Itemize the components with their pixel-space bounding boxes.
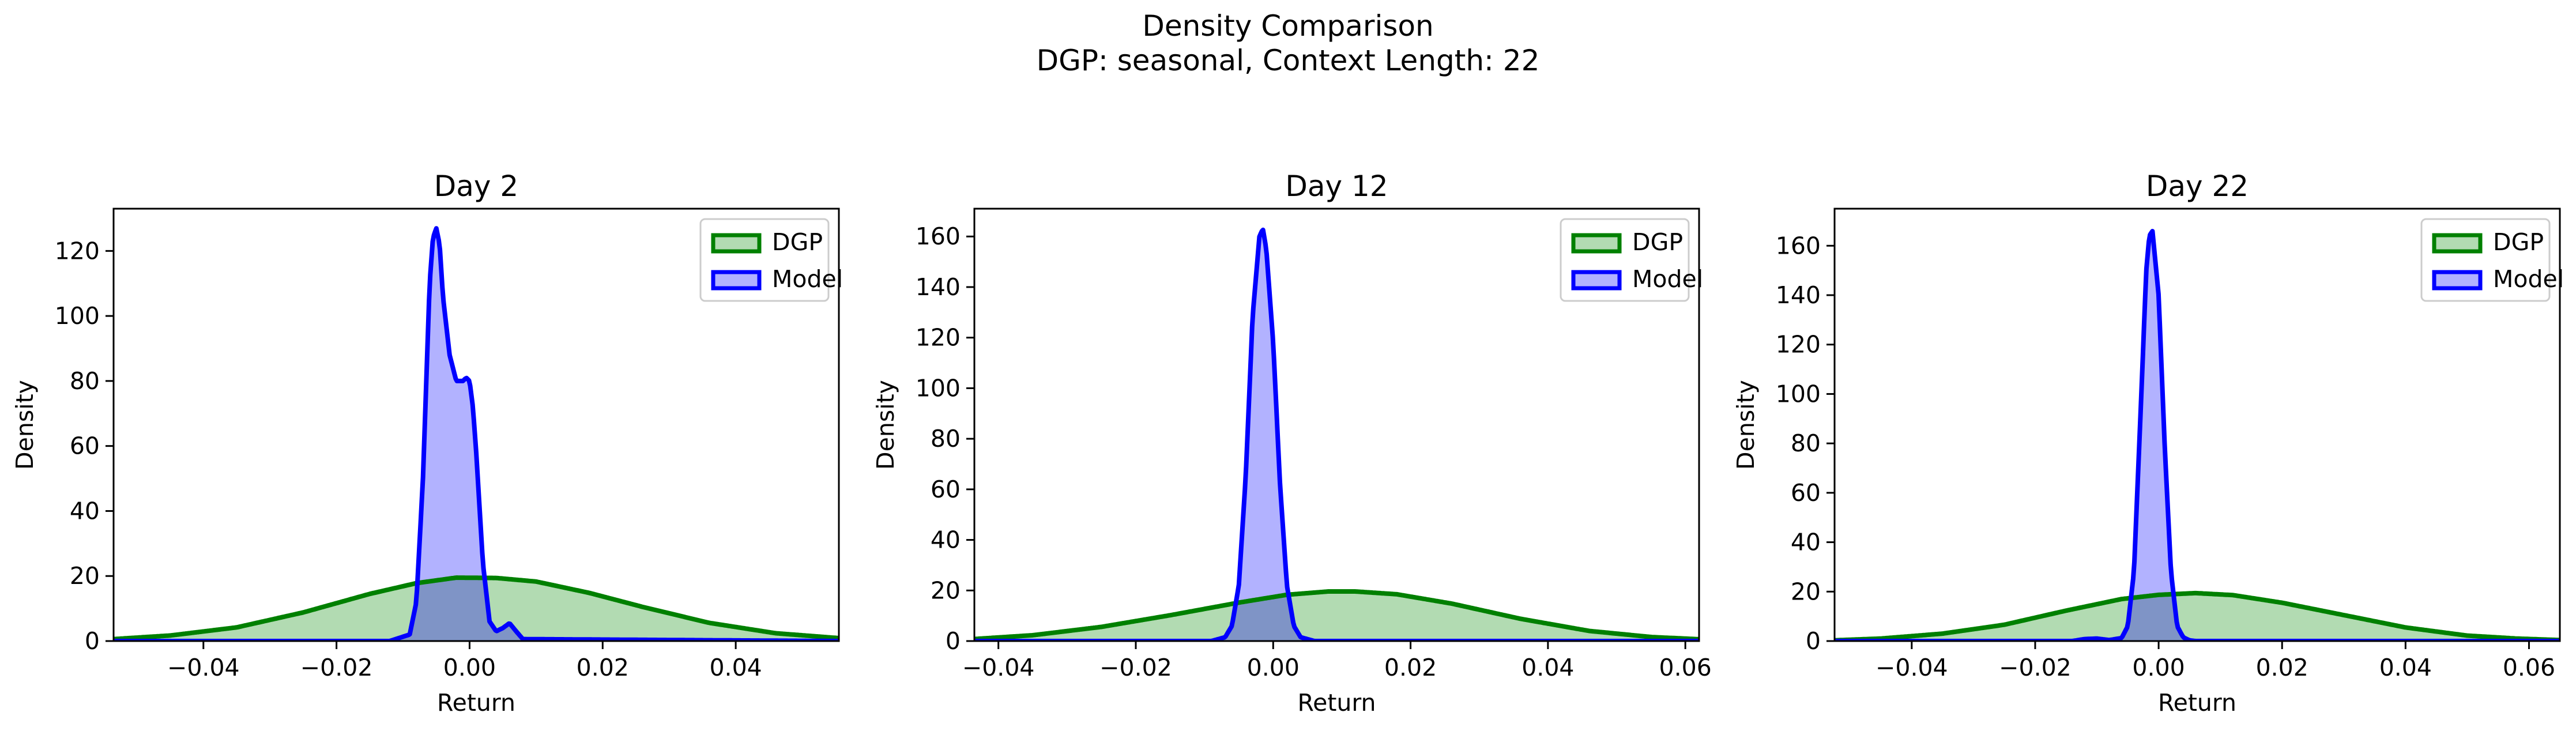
y-tick-label: 0 (85, 627, 100, 655)
y-tick-label: 80 (70, 367, 100, 395)
x-tick-label: 0.00 (1247, 654, 1300, 681)
x-tick-label: 0.06 (1659, 654, 1712, 681)
x-tick-label: −0.02 (1999, 654, 2072, 681)
subplot-3: −0.04 −0.02 0.00 0.02 0.04 0.06 0 20 40 60 80 100 12… (1732, 169, 2564, 717)
x-axis-label: Return (1297, 689, 1376, 717)
dgp-density-area (1835, 593, 2560, 641)
x-tick-label: 0.06 (2503, 654, 2555, 681)
y-tick-label: 40 (931, 526, 961, 554)
x-axis-label: Return (2158, 689, 2236, 717)
suptitle-line2: DGP: seasonal, Context Length: 22 (1037, 44, 1540, 77)
x-tick-label: −0.04 (1875, 654, 1948, 681)
legend-label-dgp: DGP (772, 228, 823, 256)
y-tick-label: 80 (1791, 429, 1821, 457)
y-tick-label: 60 (931, 476, 961, 503)
subplot-title: Day 12 (1285, 169, 1388, 203)
subplot-title: Day 2 (434, 169, 518, 203)
y-tick-label: 120 (55, 237, 100, 265)
legend-swatch-dgp (2432, 233, 2483, 254)
y-axis-label: Density (11, 380, 39, 470)
dgp-density-line (1835, 590, 2560, 641)
dgp-density-area (974, 591, 1699, 641)
x-tick-label: 0.02 (2256, 654, 2308, 681)
y-tick-label: 80 (931, 425, 961, 453)
legend-swatch-dgp (1571, 233, 1622, 254)
x-axis-label: Return (437, 689, 515, 717)
y-tick-label: 140 (1776, 281, 1821, 309)
legend-swatch-model (1571, 270, 1622, 291)
dgp-density-line (114, 575, 839, 641)
x-tick-label: −0.04 (962, 654, 1035, 681)
x-tick-label: 0.00 (2132, 654, 2185, 681)
legend-swatch-model (2432, 270, 2483, 291)
y-tick-label: 120 (916, 324, 961, 352)
x-tick-label: 0.02 (1384, 654, 1437, 681)
y-tick-label: 0 (1806, 627, 1821, 655)
y-tick-label: 160 (1776, 232, 1821, 259)
x-tick-label: 0.04 (1522, 654, 1574, 681)
legend-swatch-dgp (711, 233, 762, 254)
subplot-1: −0.04 −0.02 0.00 0.02 0.04 0 20 40 60 80 100 120 Day… (11, 169, 843, 717)
model-density-area (114, 228, 839, 641)
y-tick-label: 40 (1791, 529, 1821, 556)
subplot-title: Day 22 (2146, 169, 2249, 203)
y-axis-label: Density (1732, 380, 1760, 470)
x-tick-label: 0.04 (709, 654, 762, 681)
y-tick-label: 20 (1791, 578, 1821, 605)
legend: DGP Model (699, 218, 843, 302)
y-tick-label: 100 (916, 374, 961, 402)
legend-label-model: Model (2493, 265, 2564, 293)
subplot-2: −0.04 −0.02 0.00 0.02 0.04 0.06 0 20 40 60 80 100 12… (872, 169, 1712, 717)
y-tick-label: 100 (55, 302, 100, 330)
legend-label-dgp: DGP (1632, 228, 1683, 256)
x-tick-label: 0.04 (2379, 654, 2432, 681)
y-tick-label: 0 (946, 627, 961, 655)
y-tick-label: 60 (1791, 479, 1821, 507)
suptitle-line1: Density Comparison (1142, 9, 1433, 43)
subplot-panels: −0.04 −0.02 0.00 0.02 0.04 0 20 40 60 80 100 120 Day… (11, 169, 2564, 717)
y-tick-label: 120 (1776, 331, 1821, 359)
legend: DGP Model (1560, 218, 1703, 302)
x-tick-label: 0.00 (443, 654, 496, 681)
axes-frame (112, 208, 840, 642)
x-tick-label: −0.04 (167, 654, 240, 681)
y-tick-label: 60 (70, 432, 100, 460)
y-tick-label: 160 (916, 223, 961, 250)
plot-area (1835, 229, 2560, 641)
legend-label-model: Model (772, 265, 843, 293)
y-tick-label: 40 (70, 497, 100, 525)
plot-area (974, 227, 1699, 641)
dgp-density-line (974, 589, 1699, 641)
legend-label-dgp: DGP (2493, 228, 2544, 256)
y-tick-label: 100 (1776, 380, 1821, 408)
overlap-density-area (114, 578, 839, 641)
legend-swatch-model (711, 270, 762, 291)
y-tick-label: 140 (916, 273, 961, 301)
legend: DGP Model (2420, 218, 2564, 302)
y-tick-label: 20 (70, 562, 100, 590)
x-tick-label: −0.02 (300, 654, 373, 681)
axes-frame (1833, 208, 2561, 642)
x-tick-label: 0.02 (577, 654, 629, 681)
y-tick-label: 20 (931, 576, 961, 604)
x-tick-label: −0.02 (1099, 654, 1172, 681)
y-axis-label: Density (872, 380, 899, 470)
axes-frame (973, 208, 1700, 642)
legend-label-model: Model (1632, 265, 1703, 293)
